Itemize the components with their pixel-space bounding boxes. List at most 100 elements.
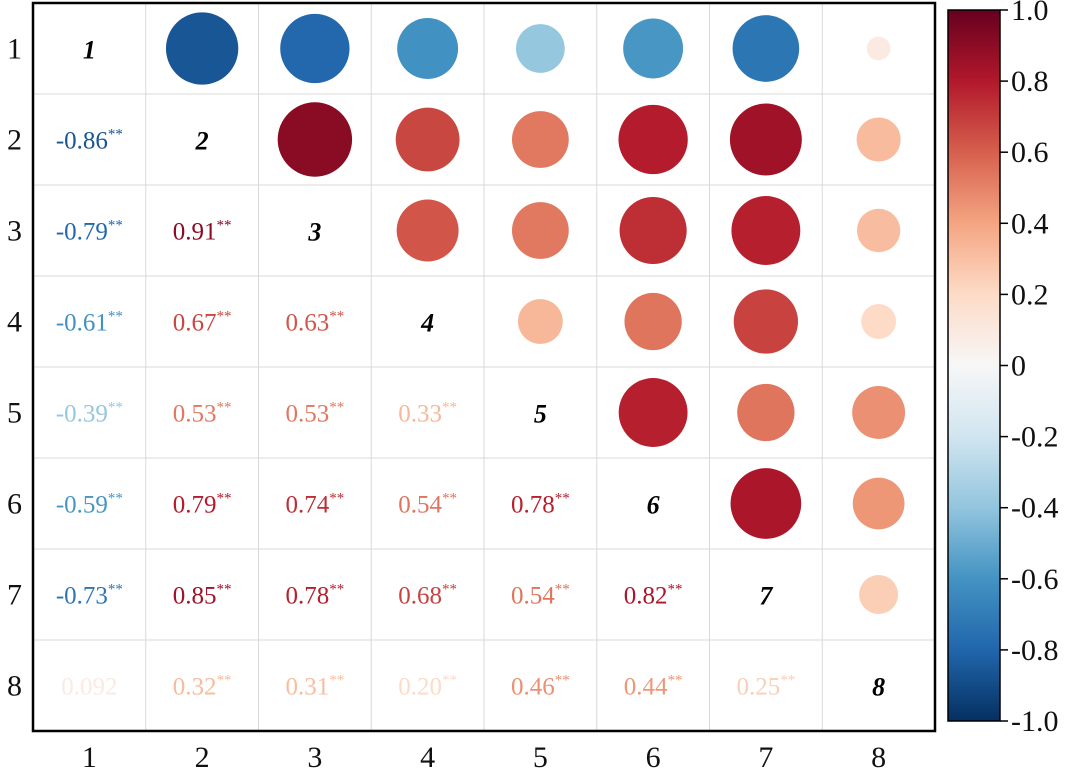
colorbar-tick-label: 1.0 — [1011, 0, 1049, 27]
diagonal-label-3: 3 — [307, 218, 321, 247]
corr-circle-5-7 — [737, 383, 795, 442]
corr-circle-2-8 — [856, 117, 901, 162]
significance-stars: ** — [668, 582, 683, 598]
x-tick-label: 2 — [195, 741, 210, 774]
corr-value-3-2: 0.91** — [173, 218, 232, 246]
significance-stars: ** — [108, 400, 123, 416]
corr-circle-6-7 — [730, 468, 802, 539]
colorbar-tick-label: -0.4 — [1011, 492, 1059, 525]
corr-value-6-3: 0.74** — [286, 491, 345, 519]
diagonal-label-1: 1 — [83, 36, 96, 65]
corr-circle-1-6 — [623, 18, 684, 79]
significance-stars: ** — [442, 582, 457, 598]
cell-marks: 1 -0.86** 2 -0.79** 0.91** 3 -0.61** 0.67** 0.63… — [56, 12, 906, 702]
x-tick-label: 7 — [758, 741, 773, 774]
significance-stars: ** — [555, 491, 570, 507]
corr-circle-2-5 — [511, 111, 569, 168]
corr-value-6-4: 0.54** — [398, 491, 457, 519]
corr-value-8-7: 0.25** — [737, 673, 796, 701]
colorbar-ticks: -1.0 -0.8 -0.6 -0.4 -0.2 0 0.2 0.4 0.6 0.8 1.0 — [1000, 0, 1059, 738]
corr-circle-1-4 — [397, 18, 459, 79]
corr-circle-4-7 — [733, 289, 799, 354]
y-tick-label: 8 — [7, 670, 22, 703]
corr-value-4-1: -0.61** — [56, 309, 123, 337]
corr-value-4-2: 0.67** — [173, 309, 232, 337]
significance-stars: ** — [329, 400, 344, 416]
diagonal-label-5: 5 — [534, 400, 547, 429]
significance-stars: ** — [217, 218, 232, 234]
corr-value-5-1: -0.39** — [56, 400, 123, 428]
significance-stars: ** — [668, 673, 683, 689]
colorbar-tick-label: 0 — [1011, 350, 1026, 383]
significance-stars: ** — [108, 309, 123, 325]
significance-stars: ** — [780, 673, 795, 689]
corr-circle-3-5 — [511, 202, 569, 259]
significance-stars: ** — [217, 582, 232, 598]
significance-stars: ** — [329, 309, 344, 325]
corr-circle-1-3 — [280, 13, 350, 84]
corr-value-6-2: 0.79** — [173, 491, 232, 519]
corr-value-7-6: 0.82** — [624, 582, 683, 610]
significance-stars: ** — [217, 673, 232, 689]
colorbar-tick-label: 0.6 — [1011, 136, 1049, 169]
corr-circle-3-7 — [731, 196, 801, 265]
x-tick-label: 4 — [420, 741, 435, 774]
significance-stars: ** — [108, 127, 123, 143]
corr-circle-3-4 — [396, 199, 459, 262]
corr-value-3-1: -0.79** — [56, 218, 123, 246]
diagonal-label-7: 7 — [759, 582, 773, 611]
x-tick-label: 8 — [871, 741, 886, 774]
significance-stars: ** — [555, 582, 570, 598]
corr-circle-4-5 — [517, 299, 563, 344]
y-tick-label: 5 — [7, 397, 22, 430]
diagonal-label-2: 2 — [195, 127, 209, 156]
corr-circle-5-6 — [618, 378, 688, 447]
diagonal-label-8: 8 — [872, 673, 885, 702]
significance-stars: ** — [108, 582, 123, 598]
corr-circle-1-2 — [165, 12, 239, 85]
x-tick-label: 3 — [307, 741, 322, 774]
diagonal-label-4: 4 — [420, 309, 434, 338]
significance-stars: ** — [442, 491, 457, 507]
corr-value-2-1: -0.86** — [56, 127, 123, 155]
significance-stars: ** — [442, 400, 457, 416]
corr-value-7-1: -0.73** — [56, 582, 123, 610]
corr-value-6-1: -0.59** — [56, 491, 123, 519]
y-tick-label: 3 — [7, 215, 22, 248]
corr-circle-2-7 — [729, 103, 802, 176]
significance-stars: ** — [217, 491, 232, 507]
y-tick-label: 7 — [7, 579, 22, 612]
grid-lines — [33, 3, 935, 731]
corr-circle-4-6 — [624, 292, 682, 351]
corr-circle-2-6 — [618, 104, 688, 175]
colorbar-tick-label: -0.2 — [1011, 421, 1059, 454]
significance-stars: ** — [108, 218, 123, 234]
x-tick-label: 1 — [82, 741, 97, 774]
significance-stars: ** — [329, 491, 344, 507]
plot-frame — [31, 1, 937, 733]
corr-circle-2-4 — [395, 107, 460, 172]
corr-circle-4-8 — [861, 304, 897, 339]
corr-value-5-3: 0.53** — [286, 400, 345, 428]
corr-value-7-4: 0.68** — [398, 582, 457, 610]
colorbar: -1.0 -0.8 -0.6 -0.4 -0.2 0 0.2 0.4 0.6 0.8 1.0 — [947, 0, 1059, 738]
corr-circle-5-8 — [852, 386, 906, 439]
colorbar-tick-label: -0.8 — [1011, 634, 1059, 667]
x-axis-ticks: 1 2 3 4 5 6 7 8 — [82, 741, 886, 774]
y-axis-ticks: 1 2 3 4 5 6 7 8 — [7, 33, 22, 703]
corr-value-8-2: 0.32** — [173, 673, 232, 701]
y-tick-label: 2 — [7, 124, 22, 157]
colorbar-tick-label: 0.2 — [1011, 278, 1049, 311]
x-tick-label: 6 — [646, 741, 661, 774]
corr-value-5-4: 0.33** — [398, 400, 457, 428]
corr-value-8-3: 0.31** — [286, 673, 345, 701]
corr-value-8-4: 0.20** — [398, 673, 457, 701]
corr-value-7-2: 0.85** — [173, 582, 232, 610]
colorbar-gradient — [947, 9, 1001, 722]
colorbar-tick-label: 0.4 — [1011, 207, 1049, 240]
significance-stars: ** — [442, 673, 457, 689]
corr-value-8-1: 0.092 — [61, 674, 117, 701]
corr-value-8-5: 0.46** — [511, 673, 570, 701]
corr-circle-1-8 — [866, 36, 891, 61]
corr-value-5-2: 0.53** — [173, 400, 232, 428]
